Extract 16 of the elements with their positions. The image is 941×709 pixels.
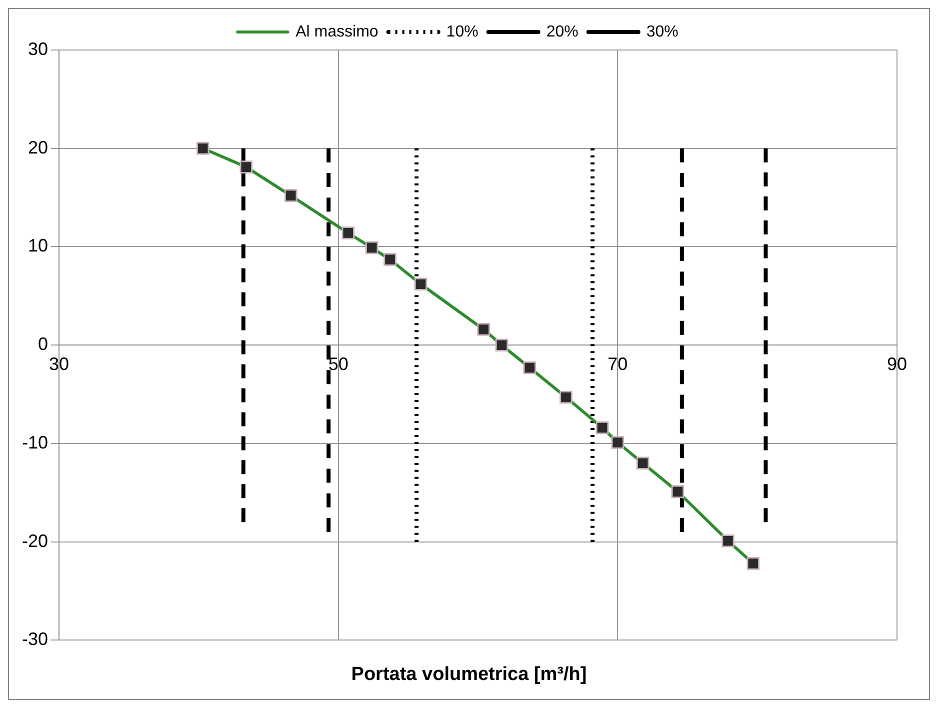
x-tick-label: 30 xyxy=(49,354,70,374)
y-tick-label: -20 xyxy=(22,530,48,551)
x-tick-label: 70 xyxy=(608,354,628,374)
legend-label: 30% xyxy=(646,23,678,40)
x-tick-label: 50 xyxy=(328,354,348,374)
y-tick-label: 0 xyxy=(38,334,48,354)
y-tick-label: 10 xyxy=(28,236,48,256)
y-tick-label: -10 xyxy=(22,432,48,452)
legend-label: Al massimo xyxy=(296,23,378,40)
legend-label: 20% xyxy=(546,23,578,40)
x-axis-title: Portata volumetrica [m³/h] xyxy=(350,664,588,686)
y-tick-label: -30 xyxy=(22,629,48,650)
y-tick-label: 30 xyxy=(28,38,48,59)
legend-label: 10% xyxy=(446,23,478,40)
x-tick-label: 90 xyxy=(886,354,908,374)
y-tick-label: 20 xyxy=(28,137,48,158)
